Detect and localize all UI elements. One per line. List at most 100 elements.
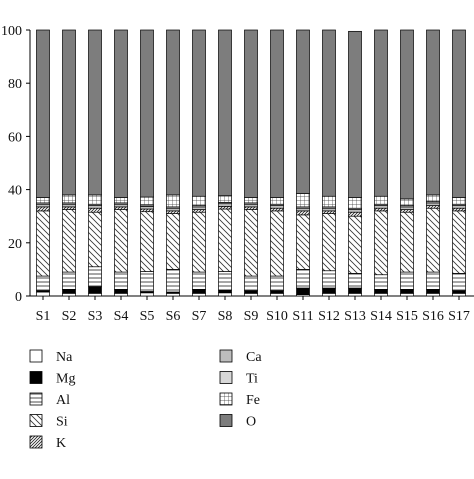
bar-segment [400, 29, 414, 200]
bar-segment [140, 271, 154, 292]
bar-segment [244, 203, 258, 208]
legend-swatch [29, 371, 43, 384]
bar-segment [426, 292, 440, 297]
x-tick-label: S17 [448, 309, 470, 324]
bar-segment [322, 210, 336, 214]
legend-label: Si [56, 415, 68, 430]
bar-segment [88, 29, 102, 196]
legend-swatch [219, 371, 233, 384]
bar-segment [114, 271, 128, 290]
bar-segment [348, 292, 362, 297]
y-tick-label: 40 [8, 184, 22, 199]
bar-segment [192, 292, 206, 297]
bar-segment [62, 289, 76, 294]
bar-segment [114, 292, 128, 297]
x-tick-label: S9 [244, 309, 259, 324]
bar-segment [426, 29, 440, 196]
x-tick-label: S5 [140, 309, 155, 324]
bar-segment [62, 29, 76, 196]
bar-segment [348, 211, 362, 217]
bar-segment [322, 270, 336, 289]
x-tick-label: S4 [114, 309, 129, 324]
bar-segment [166, 292, 180, 297]
legend-item: Ca [219, 349, 262, 365]
bar-segment [88, 194, 102, 205]
bar-segment [296, 193, 310, 208]
x-tick-label: S15 [396, 309, 418, 324]
bar-segment [140, 208, 154, 213]
legend-label: Na [56, 350, 73, 365]
x-tick-label: S14 [370, 309, 392, 324]
bar-segment [166, 269, 180, 293]
bar-segment [218, 29, 232, 197]
bar-segment [192, 206, 206, 210]
bar-segment [218, 292, 232, 297]
bar-segment [218, 195, 232, 203]
legend-swatch [219, 349, 233, 363]
bar-segment [88, 286, 102, 294]
bar-segment [452, 205, 466, 209]
bar-segment [114, 29, 128, 198]
bar-segment [452, 210, 466, 274]
bar-segment [426, 207, 440, 273]
bar-segment [36, 29, 50, 198]
bar-segment [166, 29, 180, 196]
bar-segment [218, 206, 232, 210]
legend-item: Na [29, 349, 73, 365]
legend-item: Si [29, 414, 68, 430]
bar-segment [114, 206, 128, 210]
bar-segment [244, 292, 258, 297]
x-tick-label: S3 [88, 309, 103, 324]
bar-segment [36, 275, 50, 292]
bar-segment [218, 271, 232, 291]
legend-item: Mg [29, 371, 75, 387]
legend-swatch [219, 392, 233, 406]
bar-segment [62, 292, 76, 297]
bar-segment [270, 205, 284, 209]
bar-segment [426, 289, 440, 294]
bar-segment [244, 209, 258, 277]
bar-segment [296, 210, 310, 216]
bar-segment [374, 292, 388, 297]
bar-segment [400, 271, 414, 290]
bar-segment [114, 209, 128, 273]
x-tick-label: S8 [218, 309, 233, 324]
x-tick-label: S7 [192, 309, 207, 324]
bar-segment [374, 205, 388, 209]
legend-item: Ti [219, 371, 258, 387]
bar-segment [296, 287, 310, 296]
bar-segment [452, 290, 466, 294]
bar-segment [270, 290, 284, 294]
bar-segment [36, 291, 50, 297]
y-tick-label: 80 [8, 77, 22, 92]
bar-segment [218, 208, 232, 272]
bar-segment [62, 206, 76, 210]
bar-segment [400, 211, 414, 273]
bar-segment [270, 207, 284, 212]
y-tick-label: 100 [1, 24, 22, 39]
bar-segment [270, 210, 284, 277]
bar-segment [192, 29, 206, 197]
bar-segment [348, 30, 362, 198]
bar-segment [322, 213, 336, 272]
bar-segment [62, 203, 76, 208]
bar-segment [348, 209, 362, 213]
bar-segment [322, 292, 336, 297]
legend-label: Fe [246, 393, 260, 408]
bar-segment [88, 266, 102, 288]
legend-item: K [29, 435, 66, 451]
bar-segment [166, 207, 180, 212]
bar-segment [192, 289, 206, 294]
x-tick-label: S11 [292, 309, 313, 324]
bar-segment [62, 271, 76, 290]
bar-segment [114, 203, 128, 208]
bar-segment [270, 197, 284, 205]
bar-segment [36, 206, 50, 212]
bar-segment [452, 207, 466, 212]
bar-segment [140, 206, 154, 210]
bar-segment [244, 29, 258, 198]
y-tick-label: 60 [8, 130, 22, 145]
bar-segment [36, 203, 50, 208]
